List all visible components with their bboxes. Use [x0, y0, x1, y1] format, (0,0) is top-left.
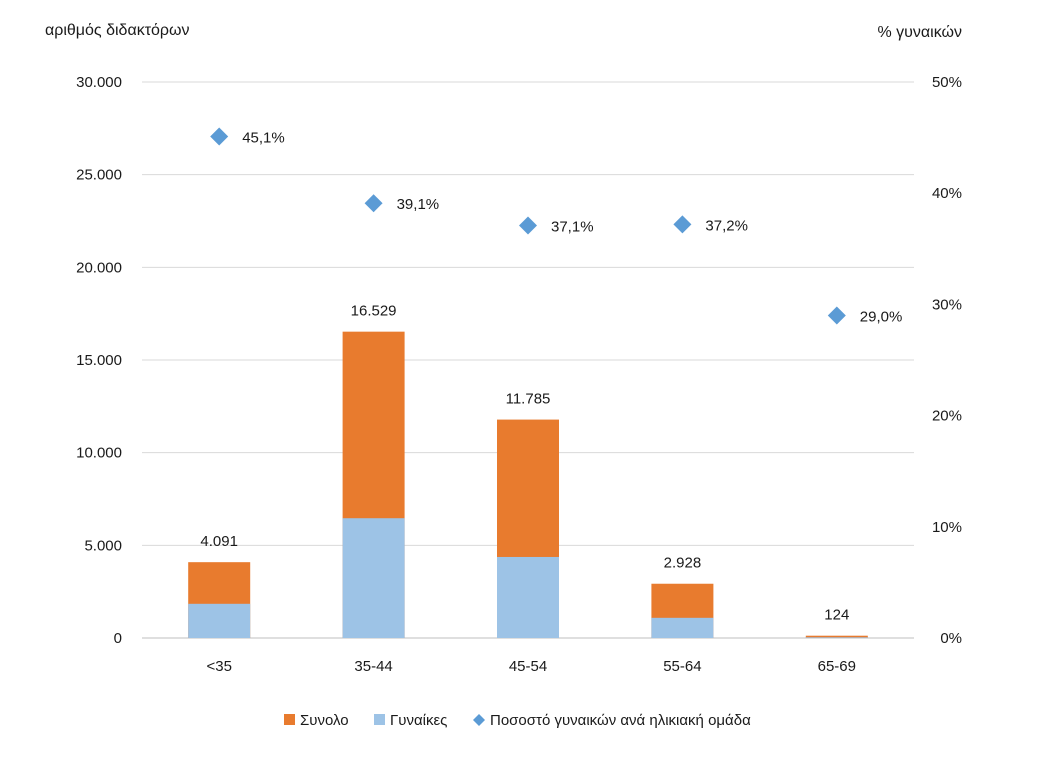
x-axis-ticks: <35 35-44 45-54 55-64 65-69 — [206, 658, 856, 675]
percentage-marker — [827, 306, 846, 325]
bar-total-label: 16.529 — [351, 303, 397, 320]
percentage-label: 39,1% — [397, 196, 440, 213]
bar-women — [805, 637, 868, 638]
bar-total-label: 124 — [824, 607, 849, 624]
percentage-markers: 45,1% 39,1% 37,1% 37,2% 29,0% — [210, 127, 903, 326]
x-tick-label: 55-64 — [663, 658, 701, 675]
bar-women — [342, 518, 405, 638]
legend-swatch-total — [284, 714, 295, 725]
y-tick-label: 15.000 — [76, 352, 122, 369]
x-tick-label: <35 — [206, 658, 231, 675]
bar-women — [651, 617, 714, 638]
legend: Συνολο Γυναίκες Ποσοστό γυναικών ανά ηλικι… — [284, 712, 751, 729]
x-tick-label: 65-69 — [818, 658, 856, 675]
y2-axis-title: % γυναικών — [877, 24, 962, 41]
x-tick-label: 45-54 — [509, 658, 547, 675]
bar-total — [805, 635, 868, 638]
y2-tick-label: 50% — [932, 74, 962, 91]
legend-label-total: Συνολο — [300, 712, 349, 729]
y2-tick-label: 10% — [932, 519, 962, 536]
legend-label-percentage: Ποσοστό γυναικών ανά ηλικιακή ομάδα — [490, 712, 751, 729]
y-tick-label: 10.000 — [76, 445, 122, 462]
y-axis-title: αριθμός διδακτόρων — [45, 22, 190, 39]
y-tick-label: 30.000 — [76, 74, 122, 91]
bar-total-label: 2.928 — [664, 555, 702, 572]
y2-tick-label: 20% — [932, 408, 962, 425]
percentage-label: 29,0% — [860, 309, 903, 326]
y2-axis-ticks: 0% 10% 20% 30% 40% 50% — [932, 74, 962, 647]
percentage-marker — [364, 194, 383, 213]
y-tick-label: 20.000 — [76, 259, 122, 276]
percentage-marker — [519, 216, 537, 235]
legend-swatch-percentage — [473, 714, 485, 726]
y-axis-ticks: 0 5.000 10.000 15.000 20.000 25.000 30.000 — [76, 74, 122, 647]
y-tick-label: 5.000 — [84, 537, 122, 554]
legend-swatch-women — [374, 714, 385, 725]
percentage-label: 45,1% — [242, 129, 285, 146]
bar-women — [497, 556, 559, 638]
bar-total-label: 11.785 — [506, 391, 551, 408]
x-tick-label: 35-44 — [354, 658, 392, 675]
bars: 4.091 16.529 11.785 2.928 124 — [188, 303, 868, 638]
percentage-marker — [210, 127, 229, 146]
legend-label-women: Γυναίκες — [390, 712, 447, 729]
y2-tick-label: 40% — [932, 185, 962, 202]
bar-total-label: 4.091 — [200, 533, 238, 550]
percentage-label: 37,2% — [705, 217, 748, 234]
bar-women — [188, 603, 251, 638]
percentage-marker — [673, 215, 692, 234]
y-tick-label: 0 — [114, 630, 122, 647]
percentage-label: 37,1% — [551, 218, 594, 235]
y-tick-label: 25.000 — [76, 167, 122, 184]
y2-tick-label: 0% — [940, 630, 962, 647]
y2-tick-label: 30% — [932, 296, 962, 313]
